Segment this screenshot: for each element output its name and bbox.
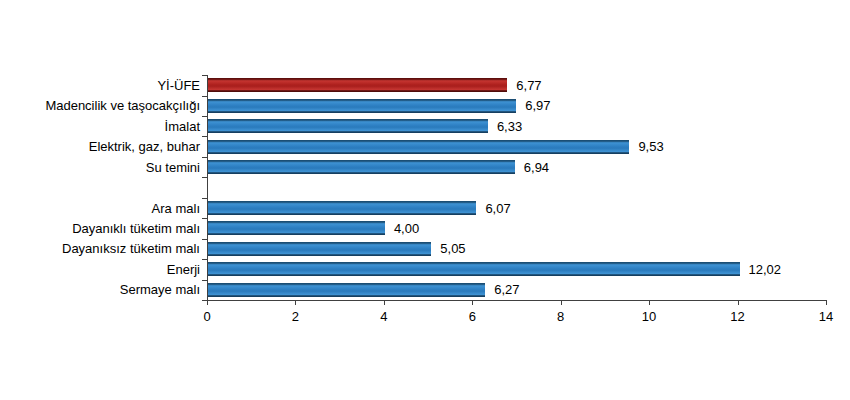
y-axis-tick: [202, 75, 207, 76]
bar-chart-plot-area: Yİ-ÜFE 6,77 Madencilik ve taşocakçılığı 6,9…: [0, 0, 850, 400]
y-axis-tick: [202, 239, 207, 240]
x-axis-tick: [561, 301, 562, 305]
x-axis-tick: [826, 301, 827, 305]
x-axis-tick: [295, 301, 296, 305]
category-label: Elektrik, gaz, buhar: [0, 139, 200, 154]
y-axis-tick: [202, 177, 207, 178]
bar-value-label: 9,53: [638, 139, 663, 154]
y-axis-tick: [202, 259, 207, 260]
y-axis-tick: [202, 198, 207, 199]
x-axis-tick-label: 14: [806, 309, 846, 324]
y-axis-tick: [202, 280, 207, 281]
bar-value-label: 6,94: [524, 160, 549, 175]
bar-value-label: 6,77: [516, 78, 541, 93]
x-axis-tick: [649, 301, 650, 305]
y-axis-tick: [202, 218, 207, 219]
bar-highlight: [208, 78, 507, 92]
bar-value-label: 6,97: [525, 98, 550, 113]
category-label: Dayanıklı tüketim malı: [0, 221, 200, 236]
bar: [208, 201, 476, 215]
bar-value-label: 6,27: [494, 282, 519, 297]
x-axis-tick-label: 0: [187, 309, 227, 324]
x-axis-tick: [738, 301, 739, 305]
category-label: Ara malı: [0, 201, 200, 216]
x-axis-tick: [384, 301, 385, 305]
bar: [208, 99, 516, 113]
x-axis-tick-label: 10: [629, 309, 669, 324]
bar-chart: Yİ-ÜFE 6,77 Madencilik ve taşocakçılığı 6,9…: [0, 0, 850, 400]
y-axis-tick: [202, 96, 207, 97]
bar: [208, 160, 515, 174]
category-label: Enerji: [0, 262, 200, 277]
bar: [208, 283, 485, 297]
bar-value-label: 4,00: [394, 221, 419, 236]
category-label: Su temini: [0, 160, 200, 175]
category-label: Dayanıksız tüketim malı: [0, 241, 200, 256]
bar: [208, 140, 629, 154]
x-axis-tick-label: 12: [718, 309, 758, 324]
category-label: Yİ-ÜFE: [0, 78, 200, 93]
x-axis-tick: [472, 301, 473, 305]
bar: [208, 221, 385, 235]
bar-value-label: 12,02: [749, 262, 782, 277]
bar: [208, 262, 740, 276]
y-axis-tick: [202, 136, 207, 137]
y-axis-tick: [202, 116, 207, 117]
y-axis-tick: [202, 157, 207, 158]
x-axis-line: [207, 300, 827, 301]
x-axis-tick-label: 6: [452, 309, 492, 324]
x-axis-tick-label: 2: [275, 309, 315, 324]
x-axis-tick: [207, 301, 208, 305]
x-axis-tick-label: 8: [541, 309, 581, 324]
bar: [208, 119, 488, 133]
bar-value-label: 6,07: [485, 201, 510, 216]
category-label: Madencilik ve taşocakçılığı: [0, 98, 200, 113]
bar-value-label: 6,33: [497, 119, 522, 134]
x-axis-tick-label: 4: [364, 309, 404, 324]
category-label: Sermaye malı: [0, 282, 200, 297]
bar-value-label: 5,05: [440, 241, 465, 256]
category-label: İmalat: [0, 119, 200, 134]
bar: [208, 242, 431, 256]
